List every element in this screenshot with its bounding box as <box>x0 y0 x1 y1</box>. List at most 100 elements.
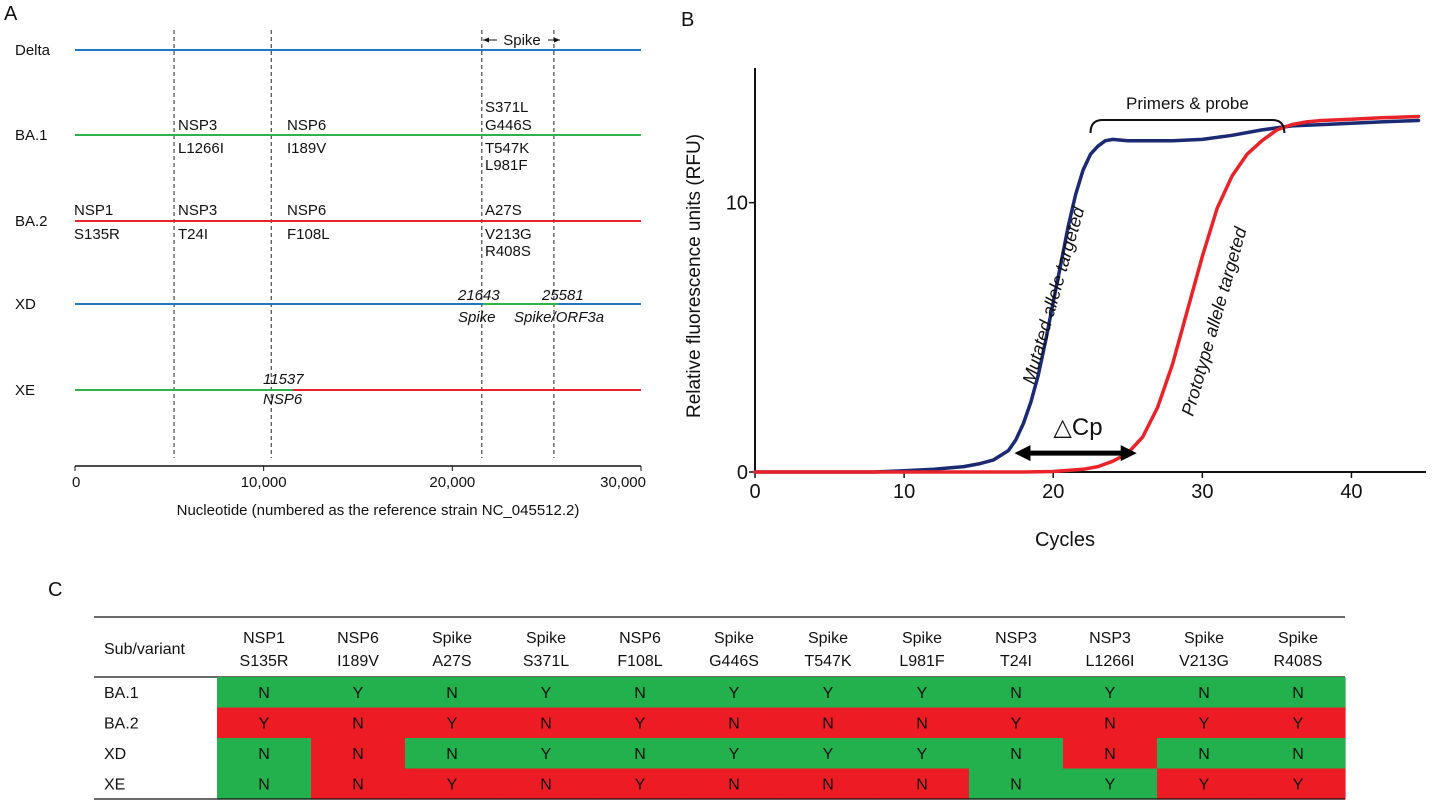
pc-cell-bg <box>311 677 406 709</box>
pc-cell-value: N <box>1010 685 1022 702</box>
pa-xd-breakpoint-2-gene: Spike/ORF3a <box>514 309 604 326</box>
pc-col-gene-0: NSP1 <box>243 630 285 647</box>
pc-col-mutation-1: I189V <box>337 653 379 670</box>
pb-delta-cp-arrowhead-right <box>1120 445 1137 462</box>
pc-cell-value: Y <box>635 716 646 733</box>
pc-cell-bg <box>687 768 782 800</box>
pc-cell-bg <box>1157 738 1252 770</box>
pc-cell-bg <box>969 768 1064 800</box>
pa-ba1-nsp6-mut: I189V <box>287 140 326 157</box>
pa-x-tick-label-1: 10,000 <box>241 474 287 491</box>
pc-cell-bg <box>499 768 594 800</box>
pa-variant-label-delta: Delta <box>15 42 51 59</box>
pc-cell-value: Y <box>1011 716 1022 733</box>
pc-cell-value: Y <box>729 746 740 763</box>
pa-ba2-spike-mut-3: R408S <box>485 243 531 260</box>
pc-col-gene-10: Spike <box>1184 630 1224 647</box>
pc-col-mutation-4: F108L <box>617 653 662 670</box>
pa-ba2-nsp1-gene: NSP1 <box>74 202 113 219</box>
pa-xe-breakpoint: 11537 <box>263 371 304 388</box>
pc-cell-value: N <box>446 685 458 702</box>
pc-cell-value: Y <box>1199 716 1210 733</box>
pc-cell-bg <box>875 768 970 800</box>
pc-cell-value: N <box>352 716 364 733</box>
pc-cell-bg <box>687 707 782 739</box>
pb-series-label-prototype: Prototype allele targeted <box>1178 224 1251 418</box>
pb-x-tick-label-2: 20 <box>1042 481 1064 503</box>
pc-cell-value: N <box>916 716 928 733</box>
pc-cell-bg <box>217 677 312 709</box>
pc-cell-bg <box>969 738 1064 770</box>
pa-spike-label: Spike <box>503 32 541 49</box>
pc-cell-bg <box>1063 768 1158 800</box>
pc-cell-value: Y <box>447 716 458 733</box>
pc-cell-value: N <box>1104 716 1116 733</box>
pc-cell-value: Y <box>1105 777 1116 794</box>
pb-x-tick-label-0: 0 <box>749 481 760 503</box>
panel-c: C Sub/variant NSP1 S135R NSP6 I189V Spike A27S… <box>48 579 1346 800</box>
pa-x-tick-label-0: 0 <box>72 474 80 491</box>
pc-cell-bg <box>311 707 406 739</box>
pc-cell-bg <box>1063 738 1158 770</box>
pc-cell-value: N <box>1010 746 1022 763</box>
pc-cell-bg <box>875 707 970 739</box>
pc-col-mutation-11: R408S <box>1274 653 1323 670</box>
panel-c-letter: C <box>48 579 62 601</box>
pc-cell-bg <box>1251 768 1346 800</box>
panel-b-letter: B <box>681 9 694 31</box>
pa-ba1-spike-mut-4: L981F <box>485 157 528 174</box>
pa-ba2-spike-mut-1: A27S <box>485 202 522 219</box>
pc-cell-bg <box>217 738 312 770</box>
pc-cell-value: N <box>1104 746 1116 763</box>
pa-ba2-nsp3-gene: NSP3 <box>178 202 217 219</box>
pc-col-gene-1: NSP6 <box>337 630 379 647</box>
pc-cell-value: N <box>258 746 270 763</box>
pc-cell-value: N <box>1010 777 1022 794</box>
pc-cell-bg <box>217 768 312 800</box>
pc-cell-bg <box>1251 677 1346 709</box>
pa-ba1-nsp3-gene: NSP3 <box>178 117 217 134</box>
pc-cell-bg <box>875 677 970 709</box>
pa-xd-breakpoint-1: 21643 <box>457 287 500 304</box>
pc-cell-value: Y <box>353 685 364 702</box>
pc-cell-value: Y <box>823 746 834 763</box>
pa-ba2-nsp6-gene: NSP6 <box>287 202 326 219</box>
pc-cell-value: N <box>822 716 834 733</box>
pb-y-axis-label: Relative fluorescence units (RFU) <box>684 134 705 418</box>
pb-series <box>753 114 1421 474</box>
pb-delta-cp-label: △Cp <box>1053 414 1102 441</box>
pb-y-tick-label-0: 0 <box>737 462 748 484</box>
pc-cell-value: Y <box>823 685 834 702</box>
pc-cell-value: Y <box>1293 777 1304 794</box>
pc-cell-bg <box>1063 707 1158 739</box>
pc-cell-bg <box>499 707 594 739</box>
pa-xe-breakpoint-gene: NSP6 <box>263 391 303 408</box>
pc-cell-bg <box>781 677 876 709</box>
pc-cell-bg <box>1157 768 1252 800</box>
pc-cell-bg <box>781 738 876 770</box>
pc-col-gene-3: Spike <box>526 630 566 647</box>
pb-x-axis-label: Cycles <box>1035 529 1095 551</box>
pc-col-mutation-9: L1266I <box>1086 653 1135 670</box>
pb-delta-cp-arrowhead-left <box>1014 445 1031 462</box>
pc-cell-value: N <box>634 685 646 702</box>
pc-cell-bg <box>1251 738 1346 770</box>
pc-col-mutation-7: L981F <box>899 653 945 670</box>
pa-variant-label-ba2: BA.2 <box>15 213 48 230</box>
pc-cell-bg <box>781 707 876 739</box>
pc-col-mutation-2: A27S <box>432 653 471 670</box>
pc-cell-value: N <box>258 685 270 702</box>
pc-cell-bg <box>687 677 782 709</box>
pa-ba1-spike-mut-3: T547K <box>485 140 529 157</box>
pc-cell-value: Y <box>917 685 928 702</box>
pc-col-gene-8: NSP3 <box>995 630 1037 647</box>
pa-variant-lines: Delta BA.1 BA.2 XD XE <box>15 42 641 399</box>
pc-table: Sub/variant NSP1 S135R NSP6 I189V Spike A27S Sp… <box>94 616 1346 800</box>
pa-boundary-lines <box>173 30 555 458</box>
pb-series-label-mutated: Mutated allele targeted <box>1019 204 1089 386</box>
pc-col-mutation-0: S135R <box>240 653 289 670</box>
pc-cell-bg <box>405 738 500 770</box>
pc-cell-value: N <box>822 777 834 794</box>
pc-cell-bg <box>405 677 500 709</box>
pc-cell-value: Y <box>917 746 928 763</box>
